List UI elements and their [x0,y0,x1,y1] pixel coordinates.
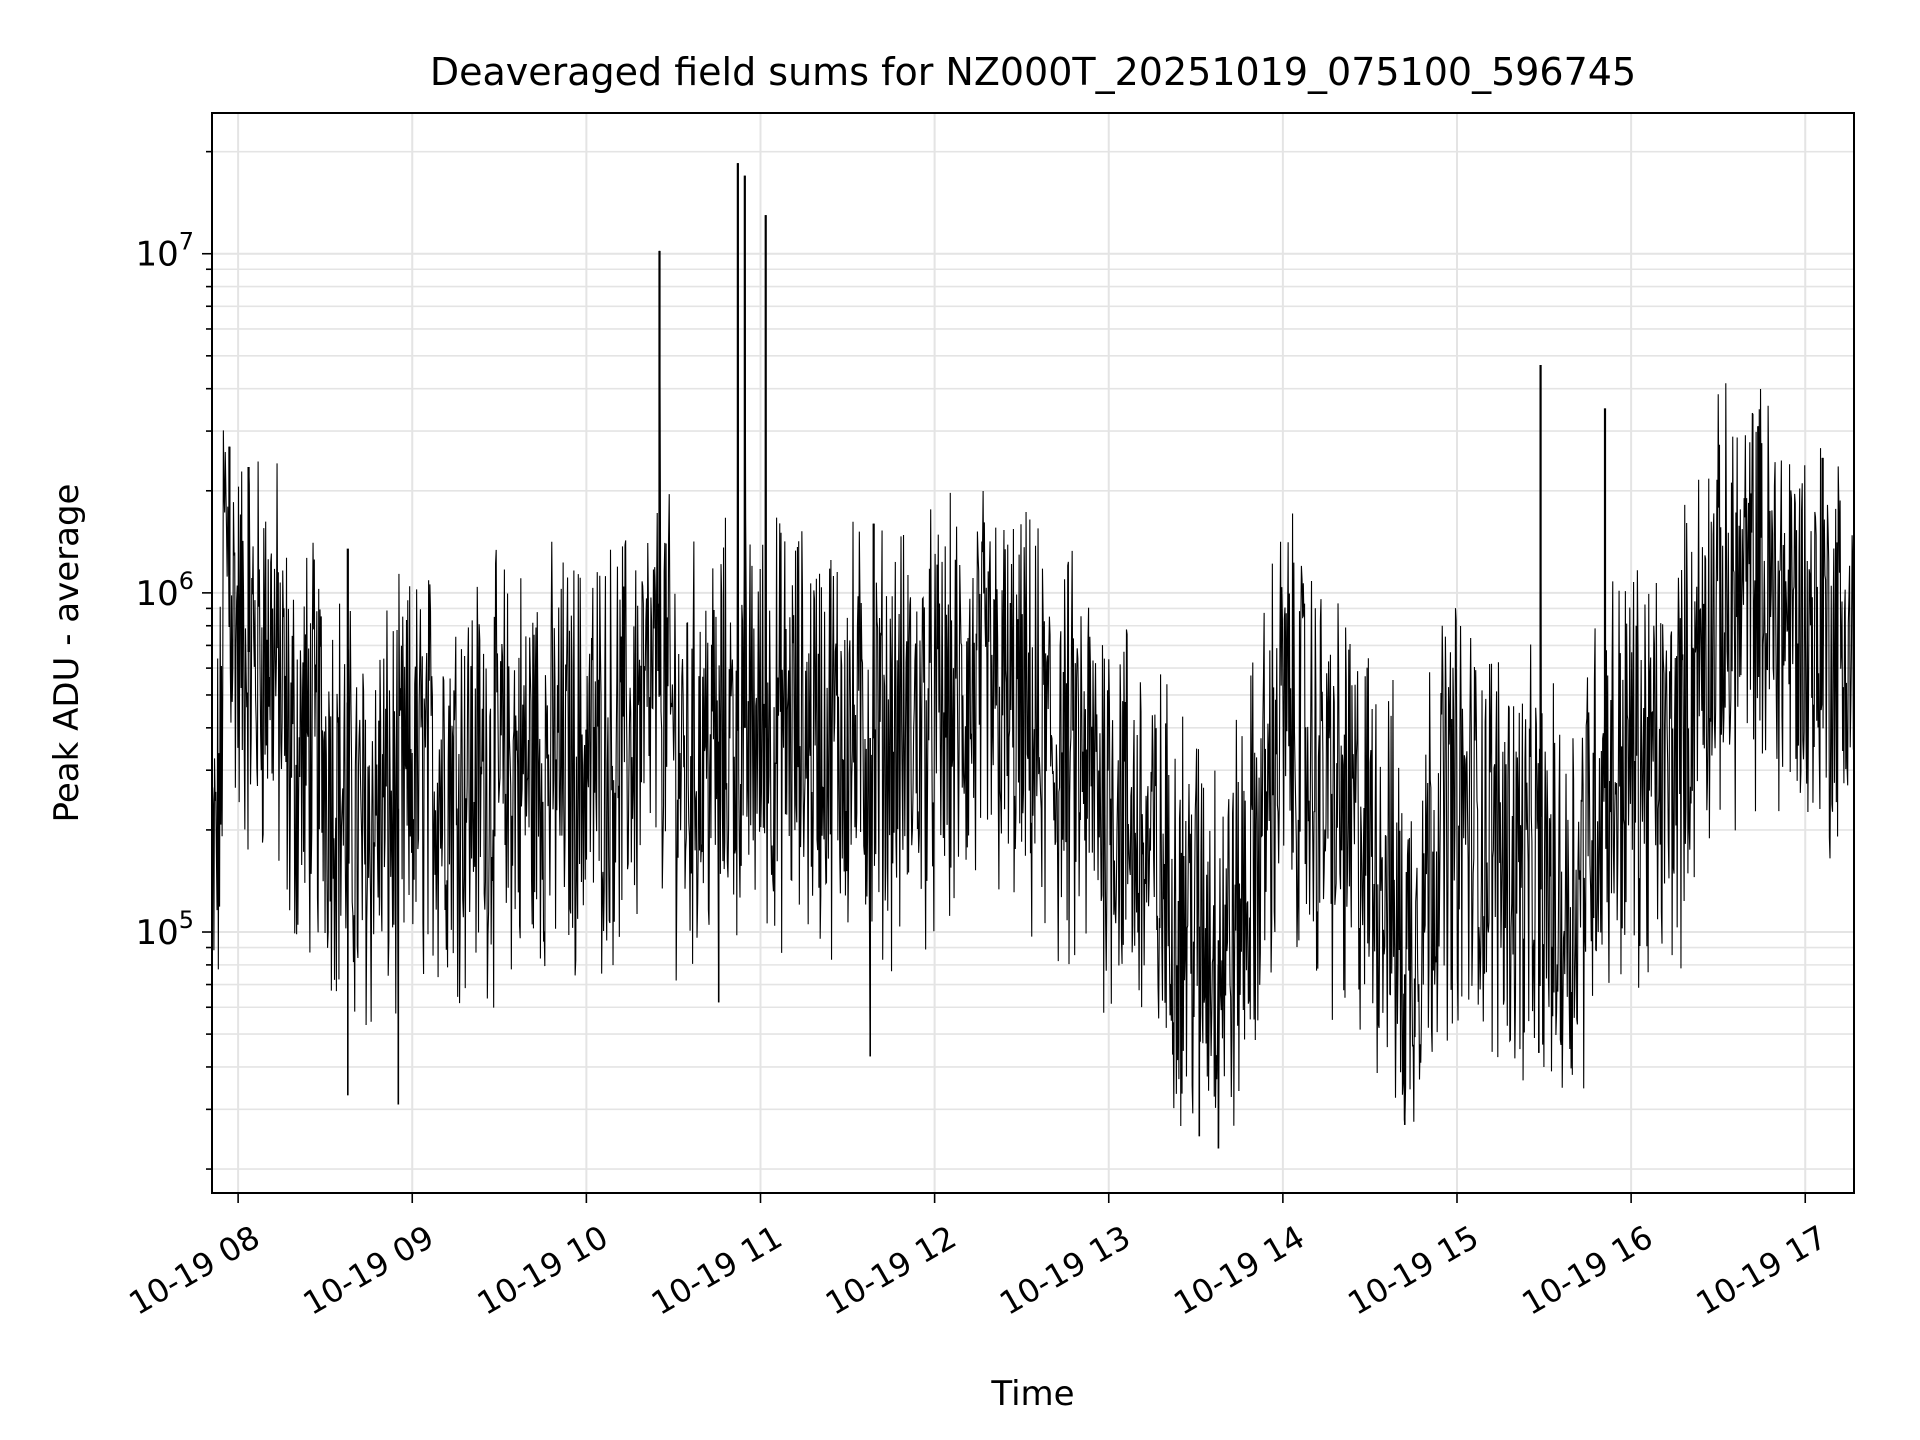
data-series [211,163,1855,1149]
y-axis-label: Peak ADU - average [47,484,87,823]
series-line [211,163,1855,1149]
x-axis-label: Time [990,1374,1074,1414]
y-tick-label: 107 [135,228,194,275]
y-tick-label: 106 [135,567,194,614]
chart-title: Deaveraged field sums for NZ000T_2025101… [430,50,1636,94]
axes-frame [211,112,1855,1194]
y-tick-label: 105 [135,906,194,953]
